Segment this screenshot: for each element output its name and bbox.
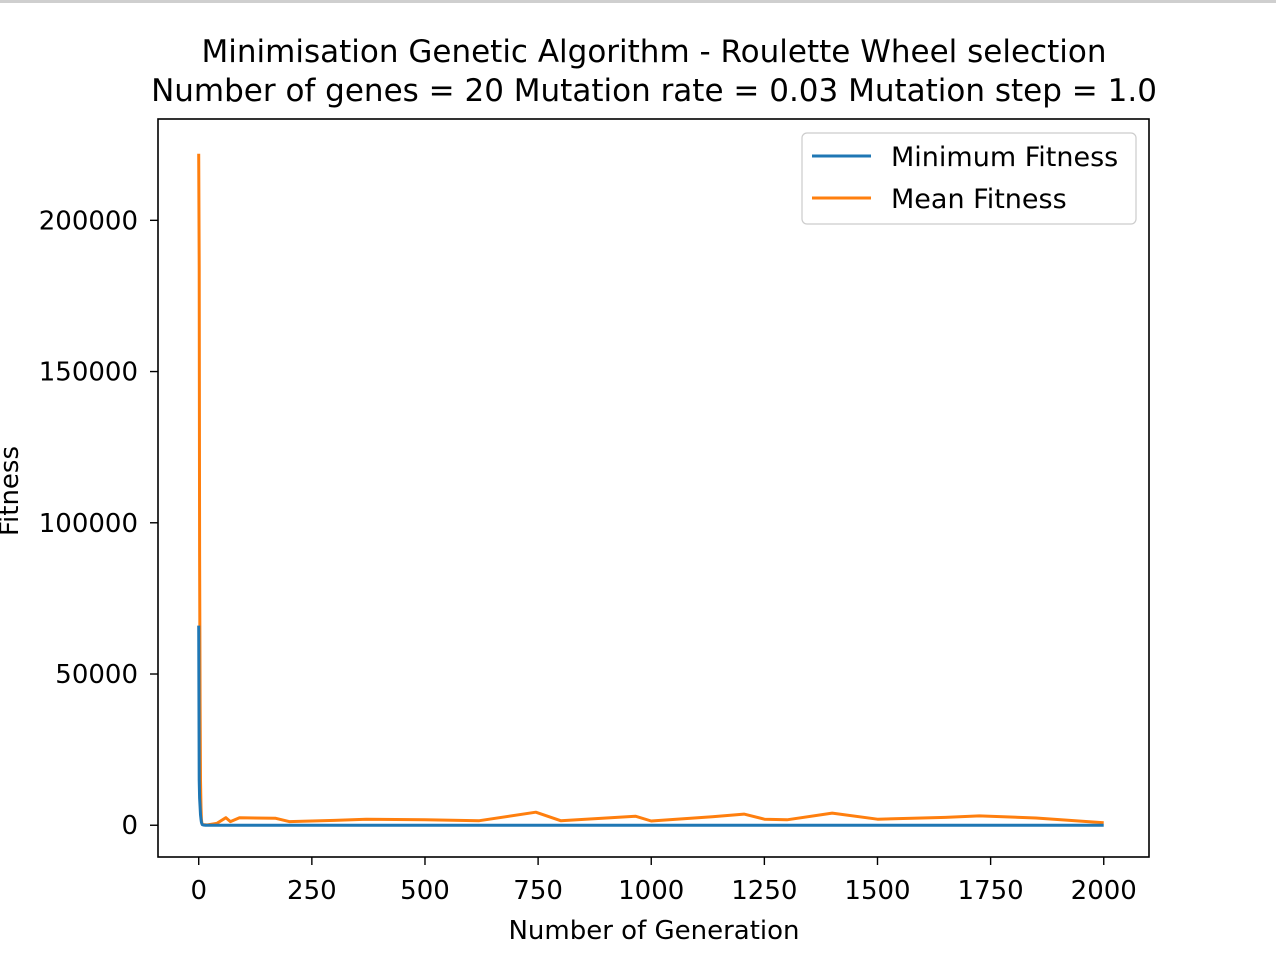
y-tick-label: 200000 [39, 206, 138, 236]
y-tick-label: 150000 [39, 358, 138, 388]
x-axis-ticks: 0 250 500 750 1000 1250 1500 1750 2000 [190, 857, 1137, 906]
chart-title: Minimisation Genetic Algorithm - Roulett… [201, 34, 1107, 70]
plot-area [158, 119, 1149, 857]
y-tick-label: 50000 [55, 660, 138, 690]
legend-box [801, 132, 1137, 225]
plot-frame [157, 118, 1150, 858]
x-tick-label: 0 [190, 876, 207, 906]
y-axis-ticks: 0 50000 100000 150000 200000 [39, 206, 158, 841]
x-tick-label: 500 [400, 876, 450, 906]
chart-subtitle: Number of genes = 20 Mutation rate = 0.0… [151, 73, 1157, 109]
y-tick-label: 100000 [39, 509, 138, 539]
x-tick-label: 1000 [618, 876, 684, 906]
x-axis-label: Number of Generation [508, 916, 799, 946]
y-axis-label: Fitness [0, 446, 25, 536]
x-tick-label: 1500 [844, 876, 910, 906]
x-tick-label: 750 [513, 876, 563, 906]
x-tick-label: 1250 [731, 876, 797, 906]
legend: Minimum Fitness Mean Fitness [801, 132, 1137, 225]
legend-label-mean: Mean Fitness [891, 184, 1067, 215]
series-lines [197, 153, 1104, 827]
x-tick-label: 250 [287, 876, 337, 906]
legend-label-minimum: Minimum Fitness [891, 142, 1118, 173]
x-tick-label: 2000 [1071, 876, 1137, 906]
y-tick-label: 0 [121, 811, 138, 841]
x-tick-label: 1750 [958, 876, 1024, 906]
series-line-minimum-fitness [197, 625, 1104, 827]
window-top-border [0, 0, 1276, 3]
